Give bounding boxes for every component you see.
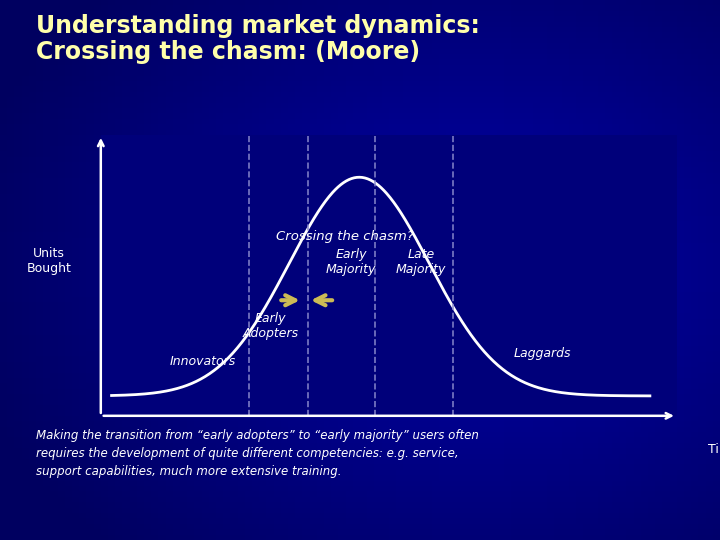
Text: Innovators: Innovators	[170, 355, 236, 368]
Text: Late
Majority: Late Majority	[396, 248, 446, 276]
Text: Units
Bought: Units Bought	[27, 247, 71, 275]
Text: Laggards: Laggards	[513, 347, 571, 360]
Text: Making the transition from “early adopters” to “early majority” users often
requ: Making the transition from “early adopte…	[36, 429, 479, 478]
Text: Crossing the chasm?: Crossing the chasm?	[276, 231, 413, 244]
Text: Early
Adopters: Early Adopters	[243, 312, 298, 340]
Text: Time: Time	[708, 443, 720, 456]
Text: Understanding market dynamics:: Understanding market dynamics:	[36, 14, 480, 37]
Text: Crossing the chasm: (Moore): Crossing the chasm: (Moore)	[36, 40, 420, 64]
Text: Early
Majority: Early Majority	[326, 248, 377, 276]
